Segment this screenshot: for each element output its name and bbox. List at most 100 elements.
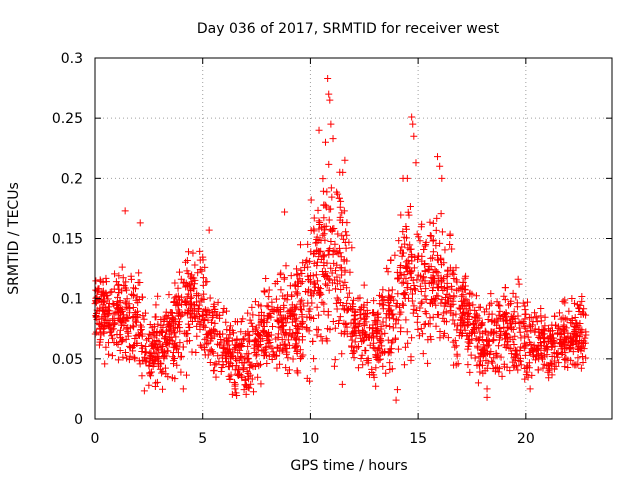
- data-point: [306, 377, 314, 385]
- data-point: [226, 322, 234, 330]
- data-point: [155, 362, 163, 370]
- data-point: [286, 282, 294, 290]
- data-point: [532, 356, 540, 364]
- data-point: [323, 281, 331, 289]
- data-point: [298, 313, 306, 321]
- data-point: [440, 332, 448, 340]
- data-point: [544, 325, 552, 333]
- data-point: [186, 310, 194, 318]
- data-point: [139, 312, 147, 320]
- data-point: [217, 367, 225, 375]
- data-point: [449, 266, 457, 274]
- data-point: [112, 278, 120, 286]
- data-point: [343, 231, 351, 239]
- data-point: [314, 277, 322, 285]
- data-point: [234, 349, 242, 357]
- data-point: [568, 316, 576, 324]
- data-point: [361, 309, 369, 317]
- data-point: [432, 226, 440, 234]
- data-point: [574, 304, 582, 312]
- data-point: [262, 343, 270, 351]
- data-point: [536, 335, 544, 343]
- data-point: [99, 298, 107, 306]
- data-point: [225, 334, 233, 342]
- data-point: [216, 330, 224, 338]
- data-point: [406, 241, 414, 249]
- data-point: [536, 332, 544, 340]
- data-point: [337, 285, 345, 293]
- data-point: [101, 312, 109, 320]
- data-point: [177, 368, 185, 376]
- data-point: [408, 253, 416, 261]
- data-point: [521, 351, 529, 359]
- data-point: [321, 138, 329, 146]
- data-point: [106, 288, 114, 296]
- data-point: [330, 259, 338, 267]
- data-point: [157, 321, 165, 329]
- data-point: [104, 295, 112, 303]
- data-point: [509, 326, 517, 334]
- data-point: [204, 306, 212, 314]
- data-point: [251, 336, 259, 344]
- data-point: [151, 313, 159, 321]
- data-point: [264, 303, 272, 311]
- data-point: [153, 378, 161, 386]
- data-point: [395, 237, 403, 245]
- data-point: [327, 184, 335, 192]
- data-point: [274, 344, 282, 352]
- data-point: [416, 304, 424, 312]
- data-point: [464, 299, 472, 307]
- data-point: [220, 337, 228, 345]
- data-point: [382, 369, 390, 377]
- data-point: [555, 339, 563, 347]
- data-point: [316, 248, 324, 256]
- data-point: [147, 331, 155, 339]
- data-point: [335, 317, 343, 325]
- data-point: [329, 317, 337, 325]
- data-point: [320, 214, 328, 222]
- data-point: [289, 355, 297, 363]
- data-point: [404, 256, 412, 264]
- data-point: [272, 295, 280, 303]
- data-point: [206, 308, 214, 316]
- data-point: [277, 269, 285, 277]
- data-point: [429, 254, 437, 262]
- data-point: [288, 292, 296, 300]
- data-point: [189, 249, 197, 257]
- data-point: [160, 314, 168, 322]
- data-point: [168, 316, 176, 324]
- data-point: [96, 336, 104, 344]
- data-point: [254, 342, 262, 350]
- data-point: [507, 297, 515, 305]
- data-point: [292, 328, 300, 336]
- data-point: [313, 262, 321, 270]
- data-point: [294, 271, 302, 279]
- data-point: [215, 358, 223, 366]
- data-point: [297, 306, 305, 314]
- data-point: [416, 237, 424, 245]
- data-point: [344, 293, 352, 301]
- data-point: [119, 274, 127, 282]
- data-point: [338, 232, 346, 240]
- chart-title: Day 036 of 2017, SRMTID for receiver wes…: [197, 21, 500, 37]
- data-point: [315, 126, 323, 134]
- data-point: [436, 162, 444, 170]
- data-point: [327, 264, 335, 272]
- data-point: [327, 205, 335, 213]
- data-point: [324, 311, 332, 319]
- data-point: [521, 324, 529, 332]
- y-tick-label: 0.2: [61, 171, 83, 187]
- y-tick-label: 0.25: [52, 111, 83, 127]
- data-point: [292, 288, 300, 296]
- data-point: [184, 290, 192, 298]
- data-point: [173, 309, 181, 317]
- data-point: [531, 328, 539, 336]
- data-point: [498, 372, 506, 380]
- data-point: [202, 340, 210, 348]
- data-point: [201, 316, 209, 324]
- data-point: [206, 347, 214, 355]
- data-point: [484, 337, 492, 345]
- data-point: [125, 342, 133, 350]
- data-point: [134, 278, 142, 286]
- data-point: [419, 330, 427, 338]
